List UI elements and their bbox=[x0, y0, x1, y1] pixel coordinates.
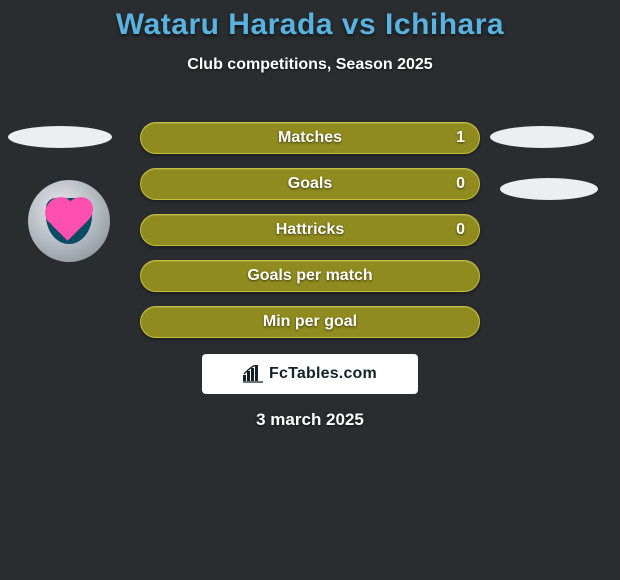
stat-value: 1 bbox=[456, 129, 465, 147]
right-player-oval-1 bbox=[490, 126, 594, 148]
stat-label: Matches bbox=[278, 129, 342, 147]
stat-value: 0 bbox=[456, 221, 465, 239]
stat-bar: Min per goal bbox=[140, 306, 480, 338]
stat-bar: Goals 0 bbox=[140, 168, 480, 200]
attribution-text: FcTables.com bbox=[269, 365, 377, 383]
team-badge bbox=[28, 180, 110, 262]
stat-bar: Hattricks 0 bbox=[140, 214, 480, 246]
attribution[interactable]: FcTables.com bbox=[202, 354, 418, 394]
left-player-oval bbox=[8, 126, 112, 148]
stat-bars: Matches 1 Goals 0 Hattricks 0 Goals per … bbox=[140, 122, 480, 352]
heart-icon bbox=[49, 201, 89, 241]
stat-value: 0 bbox=[456, 175, 465, 193]
footer-date: 3 march 2025 bbox=[0, 410, 620, 430]
page-title: Wataru Harada vs Ichihara bbox=[0, 0, 620, 42]
right-player-oval-2 bbox=[500, 178, 598, 200]
barchart-icon bbox=[243, 365, 263, 383]
stat-label: Hattricks bbox=[276, 221, 344, 239]
stat-label: Min per goal bbox=[263, 313, 357, 331]
stat-bar: Goals per match bbox=[140, 260, 480, 292]
stat-label: Goals per match bbox=[247, 267, 372, 285]
team-badge-shield bbox=[46, 198, 92, 244]
stat-label: Goals bbox=[288, 175, 332, 193]
stat-bar: Matches 1 bbox=[140, 122, 480, 154]
page-subtitle: Club competitions, Season 2025 bbox=[0, 56, 620, 74]
